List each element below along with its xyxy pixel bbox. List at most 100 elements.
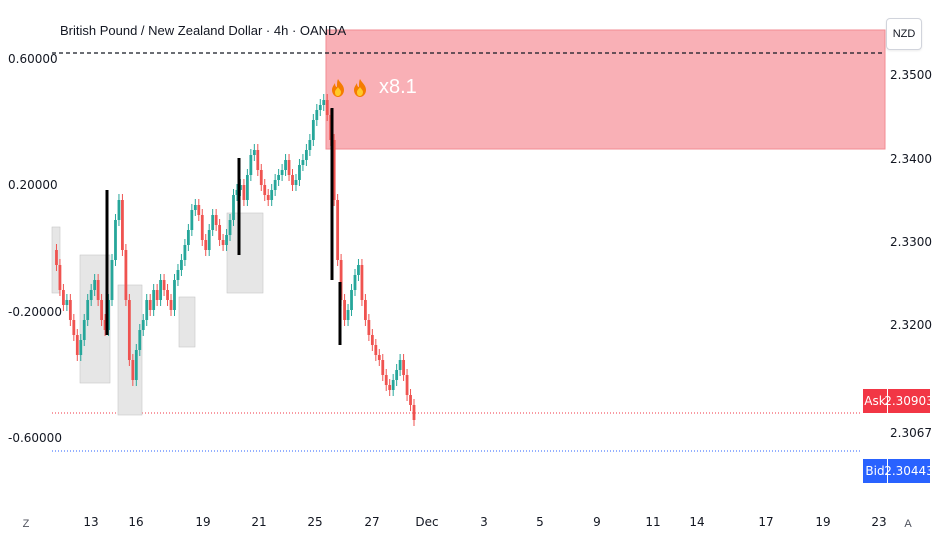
multiplier-text: x8.1	[379, 76, 417, 98]
x-axis-tick: 23	[871, 515, 887, 529]
candle-body	[103, 320, 107, 330]
candle-body	[280, 170, 284, 175]
candle-body	[259, 170, 263, 185]
x-axis-tick: 27	[364, 515, 380, 529]
candle-body	[190, 210, 194, 230]
candle-body	[357, 265, 360, 275]
candle-body	[86, 300, 90, 320]
candle-body	[204, 240, 208, 250]
candle-body	[152, 290, 156, 310]
candle-body	[166, 290, 169, 300]
x-axis-tick: 11	[645, 515, 661, 529]
candle-body	[311, 120, 315, 140]
currency-button[interactable]: NZD	[886, 18, 922, 50]
auto-scale-button[interactable]: A	[904, 518, 912, 530]
candle-body	[134, 350, 138, 380]
candle-body	[232, 195, 235, 220]
candle-body	[315, 110, 319, 120]
candle-body	[162, 280, 166, 290]
candle-body	[381, 360, 385, 375]
candle-body	[384, 375, 388, 385]
candle-body	[62, 290, 65, 305]
right-axis-tick: 2.34000	[890, 152, 932, 166]
candle-body	[270, 190, 274, 200]
candle-body	[141, 320, 145, 330]
right-axis-tick: 2.35000	[890, 68, 932, 82]
candle-body	[68, 300, 72, 320]
candle-body	[287, 160, 291, 175]
candle-body	[114, 220, 117, 260]
fire-icon	[353, 78, 367, 97]
candle-body	[263, 185, 267, 195]
candle-body	[89, 290, 93, 300]
candle-body	[318, 105, 322, 110]
candle-body	[235, 190, 239, 195]
candle-body	[370, 335, 374, 345]
candle-body	[169, 300, 173, 310]
right-axis-tick: 2.33000	[890, 235, 932, 249]
candle-body	[325, 100, 329, 115]
candle-body	[377, 355, 381, 360]
candle-body	[211, 215, 215, 230]
candle-body	[75, 335, 79, 355]
candle-body	[96, 280, 100, 300]
range-box	[178, 296, 196, 348]
candle-body	[197, 205, 201, 215]
candle-body	[173, 280, 176, 310]
left-axis-tick: 0.60000	[8, 52, 58, 66]
candle-body	[273, 180, 277, 190]
candle-body	[395, 370, 399, 380]
candle-body	[412, 405, 416, 420]
candle-body	[93, 280, 97, 290]
candle-body	[291, 175, 294, 185]
candle-body	[346, 310, 350, 320]
right-axis-tick: 2.32000	[890, 318, 932, 332]
x-axis-tick: 17	[758, 515, 774, 529]
candle-body	[138, 330, 142, 350]
highlight-candle	[105, 190, 109, 335]
candle-body	[304, 150, 308, 160]
candle-body	[155, 290, 159, 300]
range-box	[226, 212, 264, 294]
candle-body	[107, 300, 110, 330]
x-axis-tick: 16	[128, 515, 144, 529]
candle-body	[72, 320, 76, 335]
candle-body	[55, 250, 58, 265]
candle-body	[228, 220, 232, 235]
candle-body	[360, 265, 364, 300]
highlight-candle	[237, 158, 241, 255]
candle-body	[82, 320, 86, 340]
candle-body	[245, 175, 249, 200]
candle-body	[266, 195, 270, 200]
candle-body	[339, 260, 343, 300]
candle-body	[183, 245, 187, 260]
candle-body	[148, 300, 152, 310]
bid-price-badge: 2.30443	[884, 459, 932, 483]
candle-body	[298, 165, 301, 180]
candle-body	[117, 200, 121, 220]
x-axis-tick: 13	[83, 515, 99, 529]
highlight-candle	[330, 108, 334, 280]
left-axis-tick: -0.20000	[8, 305, 62, 319]
ask-price-badge: 2.30903	[884, 389, 932, 413]
candle-body	[256, 150, 260, 170]
candle-body	[409, 395, 412, 405]
candle-body	[200, 215, 204, 240]
zone-annotation: x8.1	[331, 76, 417, 99]
candle-body	[242, 185, 246, 200]
candle-body	[284, 160, 287, 170]
candle-body	[225, 235, 228, 245]
candle-body	[343, 300, 346, 320]
candle-body	[221, 240, 225, 245]
x-axis-tick: 19	[815, 515, 831, 529]
left-axis-tick: -0.60000	[8, 431, 62, 445]
candle-body	[252, 150, 256, 155]
x-axis-tick: 5	[536, 515, 544, 529]
candle-body	[249, 155, 253, 175]
timezone-button[interactable]: Z	[22, 518, 30, 530]
candle-body	[336, 200, 340, 260]
candle-body	[186, 230, 190, 245]
highlight-candle	[338, 282, 342, 345]
